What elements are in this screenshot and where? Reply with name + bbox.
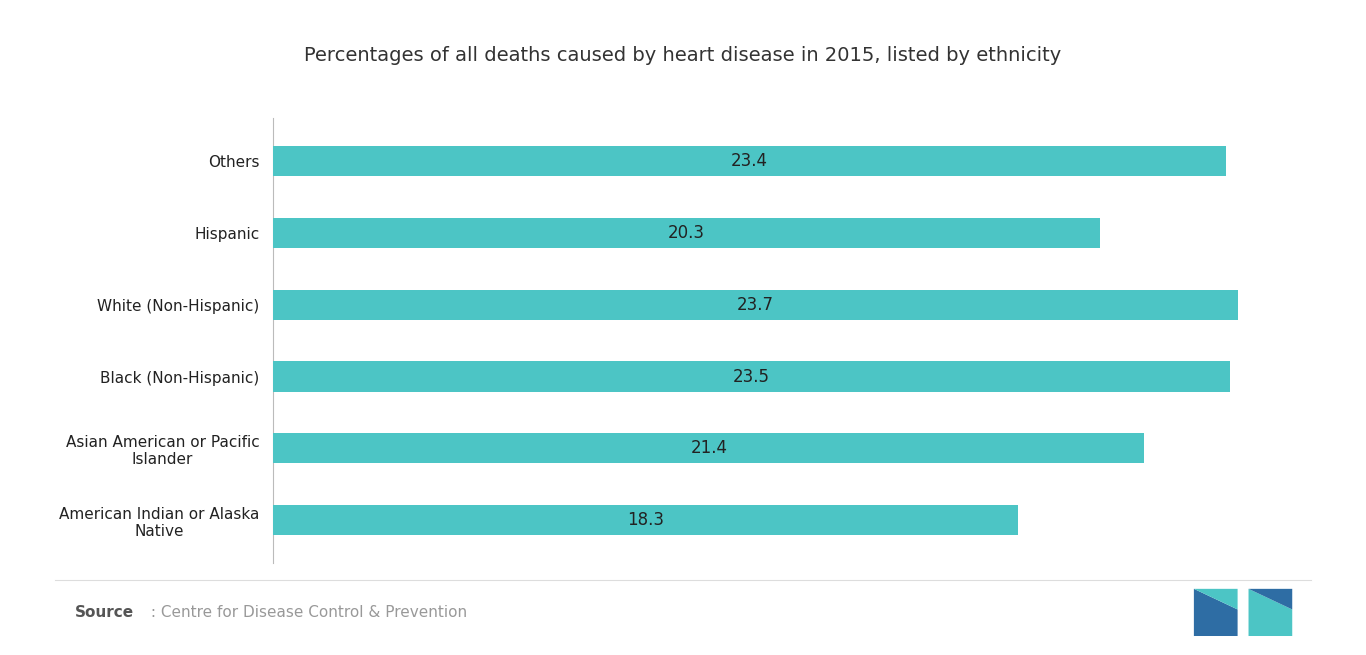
Bar (273, 290, 1238, 320)
Text: 23.7: 23.7 (738, 295, 775, 314)
Bar (273, 217, 1100, 248)
Text: Source: Source (75, 605, 134, 620)
Bar (273, 433, 1145, 464)
Text: 23.5: 23.5 (734, 367, 770, 386)
Polygon shape (1249, 589, 1292, 636)
Polygon shape (1249, 589, 1292, 609)
Text: : Centre for Disease Control & Prevention: : Centre for Disease Control & Preventio… (146, 605, 467, 620)
Polygon shape (1194, 589, 1238, 609)
Bar (273, 146, 1225, 176)
Text: 20.3: 20.3 (668, 224, 705, 242)
Text: 18.3: 18.3 (627, 511, 664, 529)
Polygon shape (1194, 589, 1238, 636)
Bar (273, 362, 1229, 392)
Text: Percentages of all deaths caused by heart disease in 2015, listed by ethnicity: Percentages of all deaths caused by hear… (305, 46, 1061, 65)
Text: 21.4: 21.4 (690, 440, 727, 457)
Text: 23.4: 23.4 (731, 152, 768, 170)
Bar (273, 505, 1018, 535)
